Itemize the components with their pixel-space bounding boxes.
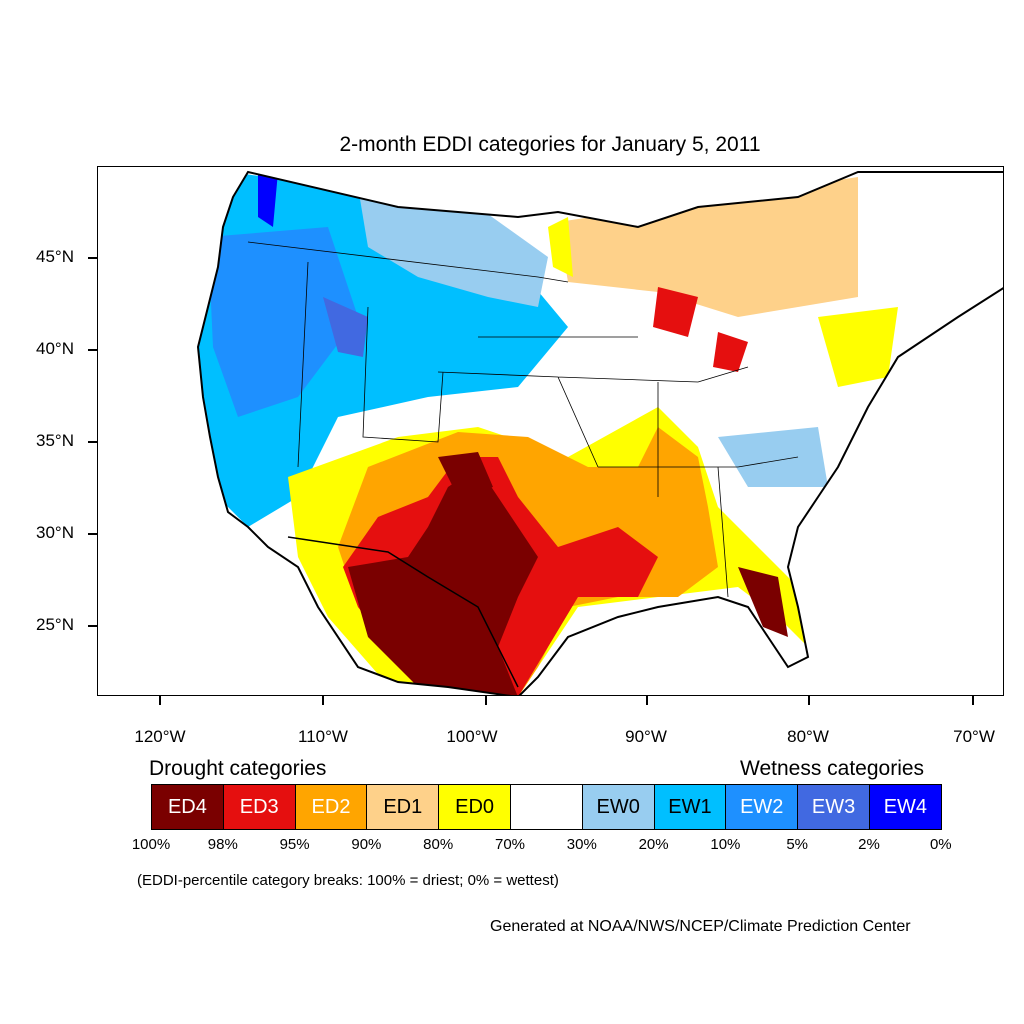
legend-box-neutral: [509, 784, 583, 830]
very-wet-cascades: [258, 172, 278, 227]
wet-region-southeast: [718, 427, 828, 487]
lat-tick-40: [88, 349, 97, 351]
legend-box-ed1: ED1: [366, 784, 440, 830]
wetness-heading: Wetness categories: [740, 757, 925, 780]
lon-label-120: 120°W: [134, 727, 186, 746]
lon-label-80: 80°W: [787, 727, 829, 746]
lat-label-25: 25°N: [36, 615, 74, 634]
break-label: 80%: [423, 836, 454, 853]
legend-box-ew2: EW2: [725, 784, 799, 830]
legend-box-ew3: EW3: [797, 784, 870, 830]
category-note: (EDDI-percentile category breaks: 100% =…: [137, 872, 559, 889]
lon-tick-110: [322, 696, 324, 705]
lat-tick-35: [88, 441, 97, 443]
lat-label-35: 35°N: [36, 431, 74, 450]
legend-box-ed0: ED0: [438, 784, 511, 830]
very-wet-rockies: [323, 297, 368, 357]
eddi-map: [97, 166, 1004, 696]
extreme-dry-florida: [738, 567, 788, 637]
legend-box-ew4: EW4: [868, 784, 942, 830]
break-label: 30%: [566, 836, 597, 853]
break-label: 0%: [929, 836, 952, 853]
credit-line: Generated at NOAA/NWS/NCEP/Climate Predi…: [490, 918, 911, 935]
map-title: 2-month EDDI categories for January 5, 2…: [339, 133, 761, 156]
break-label: 10%: [710, 836, 741, 853]
mexico-border: [287, 536, 519, 688]
break-label: 2%: [858, 836, 880, 853]
legend-box-ew0: EW0: [581, 784, 655, 830]
legend-box-ed2: ED2: [294, 784, 368, 830]
abnormal-dry-new-england: [818, 307, 898, 387]
legend-box-ed4: ED4: [151, 784, 224, 830]
lon-label-90: 90°W: [625, 727, 667, 746]
extreme-dry-panhandle: [438, 452, 493, 497]
lat-tick-25: [88, 625, 97, 627]
map-svg: [98, 167, 1003, 695]
category-legend: ED4 ED3 ED2 ED1 ED0 EW0 EW1 EW2 EW3 EW4: [151, 784, 942, 830]
coastline: [196, 170, 1003, 695]
wet-region-north-plains: [358, 187, 548, 307]
break-label: 95%: [279, 836, 310, 853]
lon-label-110: 110°W: [298, 727, 348, 746]
break-label: 90%: [351, 836, 382, 853]
abnormal-dry-minnesota: [548, 217, 573, 277]
drought-heading: Drought categories: [149, 757, 327, 780]
lon-tick-120: [159, 696, 161, 705]
severe-dry-michigan: [653, 287, 698, 337]
lon-tick-70: [972, 696, 974, 705]
break-label: 70%: [494, 836, 526, 853]
lat-label-45: 45°N: [36, 247, 74, 266]
wet-region-northwest: [208, 227, 358, 417]
lat-tick-45: [88, 257, 97, 259]
break-label: 20%: [638, 836, 669, 853]
lat-label-30: 30°N: [36, 523, 74, 542]
lat-label-40: 40°N: [36, 339, 74, 358]
break-label: 98%: [207, 836, 238, 853]
lat-tick-30: [88, 533, 97, 535]
extreme-dry-texas-mexico: [348, 467, 538, 695]
lon-tick-90: [646, 696, 648, 705]
legend-box-ew1: EW1: [653, 784, 727, 830]
severe-dry-ohio: [713, 332, 748, 372]
legend-box-ed3: ED3: [222, 784, 296, 830]
break-label: 100%: [131, 836, 171, 853]
state-borders: [247, 241, 799, 598]
lon-label-100: 100°W: [446, 727, 498, 746]
lon-label-70: 70°W: [953, 727, 995, 746]
break-label: 5%: [786, 836, 809, 853]
lon-tick-80: [808, 696, 810, 705]
lon-tick-100: [485, 696, 487, 705]
